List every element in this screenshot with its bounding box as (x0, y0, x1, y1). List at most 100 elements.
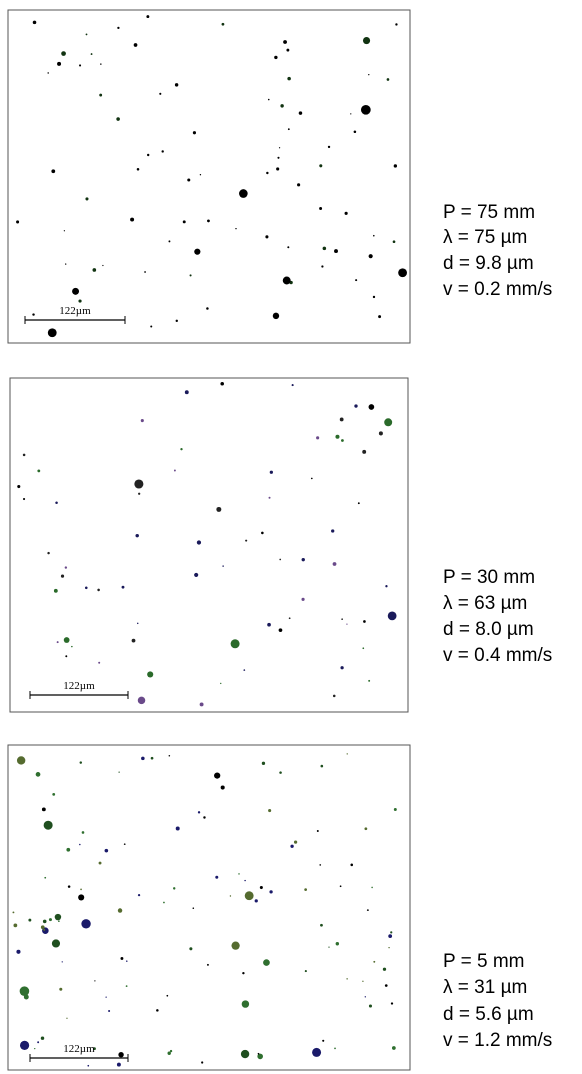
particle (138, 492, 141, 495)
particle (304, 888, 307, 892)
particle (16, 756, 26, 765)
particle (71, 645, 73, 648)
particle (368, 254, 373, 259)
particle (136, 622, 139, 625)
particle (257, 1052, 260, 1055)
parameter: d = 8.0 µm (443, 619, 534, 640)
particle (169, 1049, 173, 1053)
particle (134, 479, 144, 489)
particle (350, 113, 352, 115)
particle (168, 755, 171, 757)
particle (287, 76, 291, 81)
particle (150, 325, 153, 328)
particle (43, 928, 46, 931)
particle (150, 756, 154, 760)
particle (279, 771, 282, 774)
particle (327, 145, 331, 149)
particle (280, 104, 284, 108)
particle (231, 941, 240, 950)
particle (196, 540, 202, 545)
particle (66, 1017, 68, 1019)
particle (287, 246, 290, 249)
particle (278, 147, 281, 149)
particle (199, 174, 202, 176)
particle (385, 585, 388, 588)
particle (206, 307, 209, 310)
particle (47, 551, 50, 555)
particle (85, 197, 89, 201)
particle (384, 418, 393, 427)
particle (90, 53, 93, 55)
particle (104, 848, 109, 853)
particle (16, 220, 20, 224)
particle (180, 448, 183, 451)
particle (319, 864, 322, 866)
particle (298, 111, 303, 115)
parameter: v = 1.2 mm/s (443, 1030, 552, 1051)
particle (141, 756, 145, 761)
particle (147, 671, 154, 678)
particle (16, 949, 21, 954)
particle (187, 178, 191, 182)
particle (32, 20, 37, 25)
micrograph (9, 377, 409, 713)
particle (140, 419, 144, 423)
particle (259, 886, 263, 890)
particle (368, 74, 370, 76)
particle (332, 694, 336, 698)
particle (84, 586, 88, 590)
particle (192, 907, 195, 909)
particle (166, 994, 169, 997)
scale-bar-label: 122µm (63, 1043, 95, 1055)
particle (254, 899, 258, 903)
particle (293, 840, 298, 844)
particle (116, 1062, 121, 1067)
particle (368, 1004, 373, 1008)
particle (146, 15, 150, 19)
particle (321, 265, 324, 268)
particle (55, 501, 58, 505)
particle (48, 918, 52, 922)
particle (341, 439, 344, 442)
particle (118, 1051, 124, 1058)
particle (57, 61, 62, 66)
particle (167, 1051, 171, 1055)
particle (47, 328, 57, 338)
particle (137, 696, 146, 705)
particle (175, 319, 178, 323)
particle (61, 51, 66, 56)
particle (61, 961, 63, 963)
particle (393, 808, 397, 811)
particle (126, 960, 128, 962)
particle (276, 167, 280, 171)
particle (40, 1036, 45, 1040)
particle (17, 484, 21, 489)
particle (174, 83, 179, 87)
particle (339, 417, 344, 422)
particle (372, 295, 376, 299)
micrograph-panel: 122µm (7, 9, 411, 344)
particle (32, 313, 35, 316)
particle (382, 967, 387, 971)
particle (346, 978, 348, 980)
particle (387, 611, 397, 621)
particle (144, 271, 146, 273)
particle (362, 37, 371, 45)
particle (220, 785, 225, 790)
particle (201, 1061, 204, 1064)
particle (362, 647, 365, 650)
particle (238, 873, 240, 875)
particle (316, 829, 319, 832)
particle (297, 183, 301, 187)
scale-bar-label: 122µm (59, 305, 91, 317)
particle (346, 753, 348, 755)
particle (98, 661, 101, 664)
particle (175, 826, 180, 831)
particle (392, 240, 396, 244)
parameter: d = 9.8 µm (443, 253, 534, 274)
particle (364, 996, 366, 998)
particle (78, 894, 85, 901)
particle (136, 167, 140, 171)
particle (362, 449, 367, 454)
particle (65, 655, 68, 658)
